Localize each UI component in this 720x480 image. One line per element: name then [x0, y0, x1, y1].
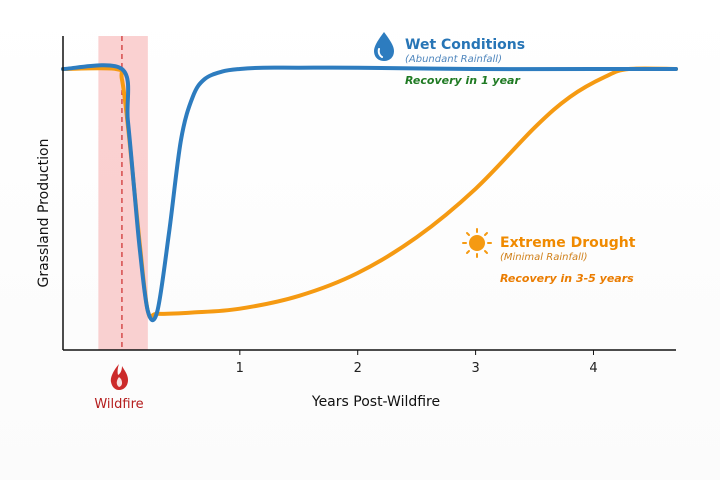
- x-tick-label: 3: [471, 361, 479, 376]
- wet-recovery-note: Recovery in 1 year: [405, 74, 520, 87]
- drought-series-label: Extreme Drought: [500, 235, 636, 251]
- fire-icon: [110, 364, 128, 390]
- x-tick-label: 4: [589, 361, 597, 376]
- wet-series-note: (Abundant Rainfall): [405, 54, 502, 65]
- water-drop-icon: [374, 32, 394, 61]
- drought-series-note: (Minimal Rainfall): [500, 252, 588, 263]
- y-axis-label: Grassland Production: [36, 139, 52, 288]
- x-tick-label: 2: [354, 361, 362, 376]
- series-layer: [61, 63, 678, 323]
- wet-conditions-line: [61, 63, 678, 323]
- wet-series-label: Wet Conditions: [405, 37, 525, 53]
- x-ticks: 1 2 3 4: [236, 350, 598, 376]
- x-axis-label: Years Post-Wildfire: [311, 394, 440, 410]
- x-tick-label: 1: [236, 361, 244, 376]
- drought-recovery-note: Recovery in 3-5 years: [500, 272, 634, 285]
- wildfire-label: Wildfire: [94, 397, 143, 412]
- sun-icon: [462, 228, 492, 258]
